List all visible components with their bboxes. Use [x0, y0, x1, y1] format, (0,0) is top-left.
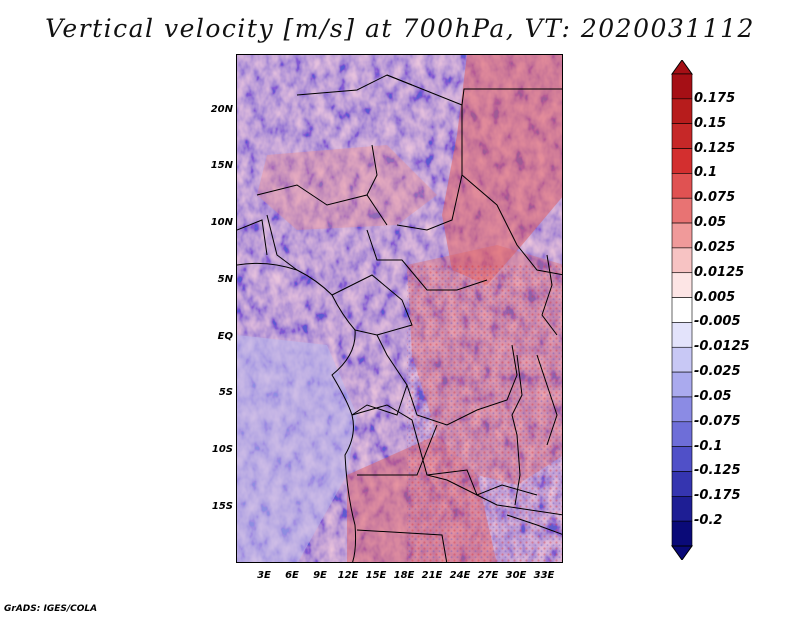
lon-label: 30E	[505, 570, 527, 581]
lat-label: 10N	[210, 217, 233, 228]
colorbar-label: -0.1	[694, 438, 723, 454]
colorbar-label: 0.1	[694, 165, 718, 181]
colorbar-band	[671, 371, 693, 398]
colorbar-band	[671, 98, 693, 124]
colorbar-band	[671, 446, 693, 472]
colorbar-label: 0.125	[694, 140, 736, 156]
lon-label: 27E	[477, 570, 499, 581]
colorbar-label: 0.025	[694, 239, 736, 255]
colorbar-band	[671, 73, 693, 100]
colorbar-band	[671, 197, 693, 224]
lon-label: 9E	[313, 570, 327, 581]
lon-label: 12E	[337, 570, 359, 581]
lat-label: 5S	[218, 387, 233, 398]
colorbar-label: -0.0125	[694, 339, 750, 355]
colorbar-label: 0.005	[694, 289, 736, 305]
colorbar-band	[671, 421, 693, 447]
colorbar-label: 0.05	[694, 215, 727, 231]
colorbar-bottom-arrow	[671, 545, 693, 560]
colorbar-label: 0.175	[694, 90, 736, 106]
colorbar-label: -0.025	[694, 364, 741, 380]
colorbar-band	[671, 396, 693, 423]
colorbar-label: -0.2	[694, 513, 723, 529]
colorbar-label: -0.05	[694, 388, 732, 404]
colorbar-label: -0.125	[694, 463, 741, 479]
colorbar-label: -0.005	[694, 314, 741, 330]
lat-label: 10S	[211, 444, 233, 455]
colorbar-band	[671, 322, 693, 348]
colorbar-band	[671, 123, 693, 149]
colorbar-band	[671, 520, 693, 547]
map-panel	[236, 54, 563, 563]
lat-label: 20N	[210, 104, 233, 115]
lon-label: 18E	[393, 570, 415, 581]
colorbar-band	[671, 148, 693, 174]
colorbar-band	[671, 496, 693, 522]
lat-label: 15N	[210, 160, 233, 171]
lon-label: 15E	[365, 570, 387, 581]
vertical-velocity-field	[237, 55, 562, 562]
lat-label: EQ	[217, 331, 233, 342]
colorbar-band	[671, 247, 693, 274]
lon-label: 33E	[533, 570, 555, 581]
colorbar-band	[671, 173, 693, 199]
colorbar-label: -0.075	[694, 413, 741, 429]
colorbar-band	[671, 471, 693, 497]
colorbar-band	[671, 346, 693, 373]
colorbar-label: -0.175	[694, 488, 741, 504]
colorbar-top-arrow	[671, 60, 693, 75]
chart-title: Vertical velocity [m/s] at 700hPa, VT: 2…	[45, 14, 755, 43]
lon-label: 3E	[257, 570, 271, 581]
lat-label: 5N	[217, 274, 233, 285]
colorbar-label: 0.075	[694, 190, 736, 206]
colorbar-band	[671, 222, 693, 249]
grads-credit: GrADS: IGES/COLA	[4, 604, 98, 614]
lon-label: 21E	[421, 570, 443, 581]
colorbar-label: 0.0125	[694, 264, 745, 280]
lon-label: 24E	[449, 570, 471, 581]
country-borders	[237, 74, 562, 562]
colorbar-band	[671, 297, 693, 323]
colorbar	[671, 60, 693, 560]
colorbar-label: 0.15	[694, 115, 727, 131]
lat-label: 15S	[211, 501, 233, 512]
colorbar-band	[671, 272, 693, 298]
lon-label: 6E	[285, 570, 299, 581]
